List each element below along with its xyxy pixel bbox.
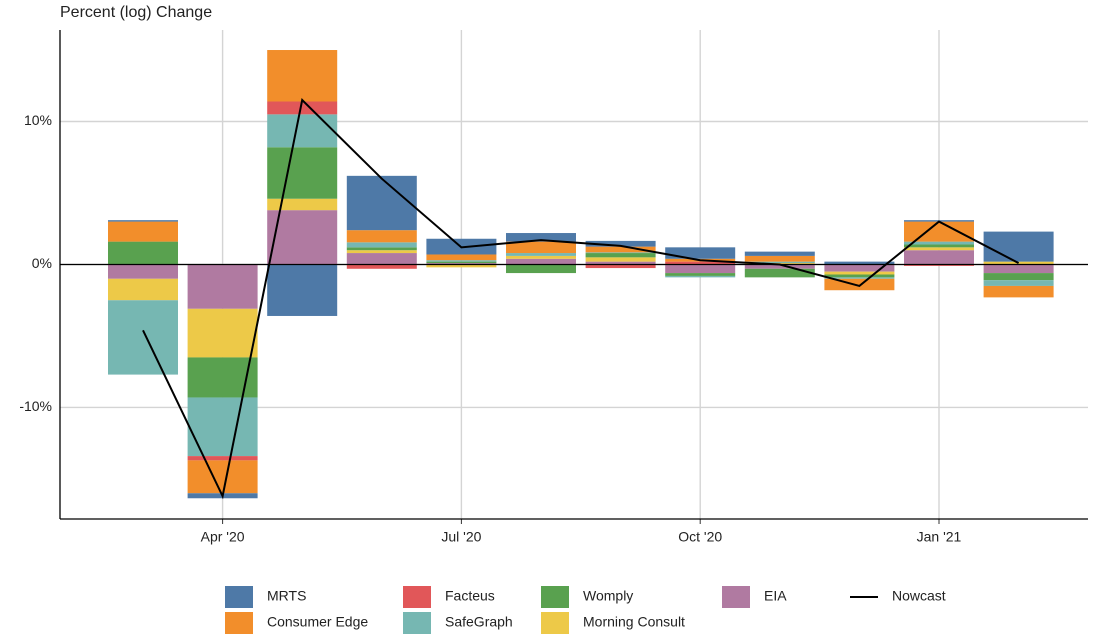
bar-segment (426, 254, 497, 261)
legend-label: Facteus (445, 588, 495, 604)
bar-segment (585, 240, 656, 247)
bar-segment (346, 175, 417, 231)
bar-segment (108, 300, 178, 375)
bar-segment (108, 220, 178, 222)
bar-segment (506, 258, 576, 265)
bar-segment (665, 264, 736, 274)
bar-segment (983, 273, 1054, 281)
bar-segment (346, 230, 417, 243)
bar-segment (744, 251, 815, 256)
bar-segment (506, 255, 576, 259)
legend-label: SafeGraph (445, 614, 513, 630)
x-tick-label: Jul '20 (441, 529, 481, 545)
bar-segment (506, 264, 576, 274)
legend-label: Morning Consult (583, 614, 685, 630)
bar-segment (824, 261, 895, 265)
bar-segment (346, 253, 417, 265)
legend-label: Nowcast (892, 588, 946, 604)
bar-segment (187, 460, 258, 494)
bar-segment (744, 264, 815, 269)
bar-segment (346, 250, 417, 254)
legend-key (225, 612, 253, 634)
bar-segment (824, 274, 895, 278)
bar-segment (187, 308, 258, 358)
bar-segment (267, 147, 338, 199)
bar-segment (267, 101, 338, 115)
nowcast-line (142, 98, 1020, 500)
bar-segment (983, 264, 1054, 274)
bar-segment (585, 264, 656, 269)
bar-segment (506, 253, 576, 256)
bar-segment (506, 241, 576, 254)
legend-key (225, 586, 253, 608)
bar-segment (904, 250, 974, 265)
legend-key (722, 586, 750, 608)
legend-key (403, 586, 431, 608)
legend-label: MRTS (267, 588, 306, 604)
legend-key (541, 612, 569, 634)
bar-segment (744, 261, 815, 264)
y-axis-title: Percent (log) Change (60, 4, 212, 21)
bar-segment (426, 260, 497, 262)
legend-label: Womply (583, 588, 633, 604)
legend-label: Consumer Edge (267, 614, 368, 630)
bar-segment (585, 257, 656, 262)
bar-segment (904, 264, 974, 266)
bar-segment (346, 247, 417, 251)
bar-segment (744, 255, 815, 262)
y-tick-label: 0% (32, 255, 52, 271)
bar-segment (983, 285, 1054, 298)
bar-segment (585, 253, 656, 258)
bar-segment (904, 244, 974, 248)
bar-segment (824, 277, 895, 279)
bar-segment (904, 221, 974, 242)
bar-segment (904, 241, 974, 245)
x-tick-label: Oct '20 (678, 529, 722, 545)
bar-segment (108, 278, 178, 301)
bar-segment (426, 263, 497, 265)
bar-segment (665, 273, 736, 276)
y-tick-label: -10% (19, 398, 52, 414)
bar-segment (426, 261, 497, 264)
x-tick-label: Apr '20 (201, 529, 245, 545)
bar-segment (824, 271, 895, 275)
bar-segment (187, 264, 258, 309)
bar-segment (187, 456, 258, 461)
bar-segment (665, 261, 736, 265)
bar-segment (346, 264, 417, 269)
bar-segment (665, 247, 736, 259)
legend-label: EIA (764, 588, 787, 604)
bar-segment (983, 280, 1054, 286)
bar-segment (904, 247, 974, 251)
bar-segment (267, 50, 338, 102)
bar-segment (267, 114, 338, 148)
bar-segment (824, 278, 895, 291)
y-tick-label: 10% (24, 112, 52, 128)
bar-segment (506, 233, 576, 242)
bar-segment (665, 275, 736, 278)
bar-segment (585, 252, 656, 254)
bar-segment (108, 264, 178, 279)
bar-segment (585, 261, 656, 265)
bar-segment (267, 264, 338, 316)
bar-segment (426, 264, 497, 268)
bar-segment (108, 221, 178, 242)
bar-segment (824, 264, 895, 272)
bar-segment (585, 246, 656, 253)
bar-segment (267, 198, 338, 211)
legend-key (403, 612, 431, 634)
legend-key (541, 586, 569, 608)
bar-segment (744, 268, 815, 278)
bar-segment (983, 231, 1054, 262)
bar-segment (108, 241, 178, 265)
bar-segment (346, 242, 417, 248)
x-tick-label: Jan '21 (917, 529, 962, 545)
